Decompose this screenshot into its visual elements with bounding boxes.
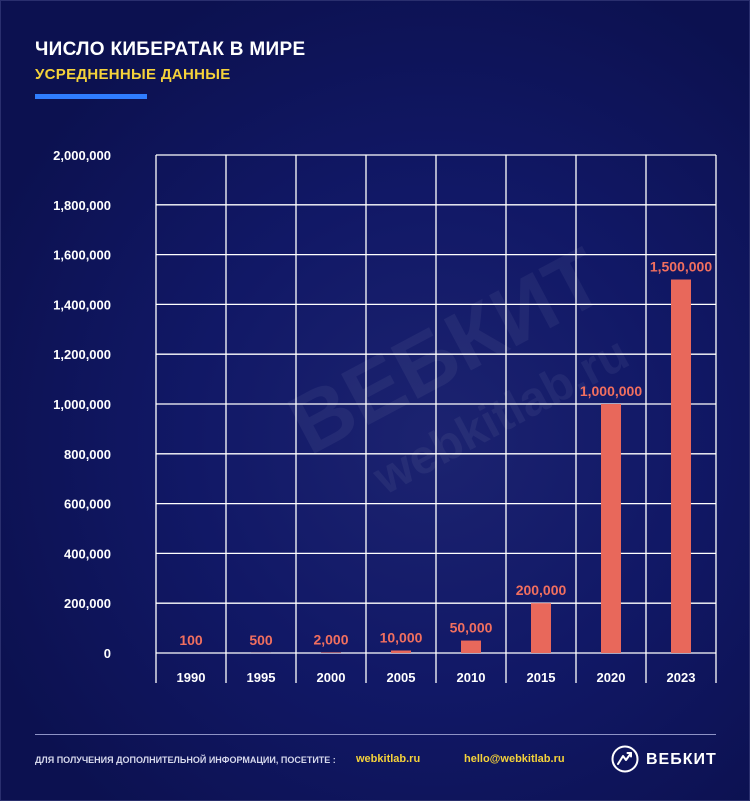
- bar: [391, 650, 411, 653]
- data-label: 50,000: [450, 620, 493, 636]
- y-tick-label: 1,000,000: [53, 397, 111, 412]
- bars: [181, 279, 691, 653]
- x-tick-label: 1995: [247, 670, 276, 685]
- webkit-logo-icon: [611, 745, 639, 773]
- x-tick-label: 1990: [177, 670, 206, 685]
- data-label: 100: [179, 632, 203, 648]
- y-tick-label: 1,200,000: [53, 347, 111, 362]
- y-axis-ticks: 0 200,000 400,000 600,000 800,000 1,000,000 1,…: [53, 148, 111, 661]
- bar: [461, 640, 481, 653]
- footer-email-link[interactable]: hello@webkitlab.ru: [464, 753, 565, 765]
- x-tick-label: 2015: [527, 670, 556, 685]
- y-tick-label: 200,000: [64, 596, 111, 611]
- data-label: 10,000: [380, 630, 423, 646]
- data-label: 200,000: [516, 582, 567, 598]
- data-labels: 100 500 2,000 10,000 50,000 200,000 1,000,000 1…: [179, 259, 712, 648]
- footer-info-text: ДЛЯ ПОЛУЧЕНИЯ ДОПОЛНИТЕЛЬНОЙ ИНФОРМАЦИИ,…: [35, 755, 336, 765]
- data-label: 1,000,000: [580, 383, 642, 399]
- x-tick-label: 2010: [457, 670, 486, 685]
- bar: [671, 279, 691, 653]
- bar-chart: ВЕБКИТ webkitlab.ru 0 200,000 400,000 600,0…: [53, 148, 717, 685]
- data-label: 500: [249, 632, 273, 648]
- accent-bar: [35, 94, 147, 99]
- y-tick-label: 1,800,000: [53, 198, 111, 213]
- x-axis-ticks: 1990 1995 2000 2005 2010 2015 2020 2023: [177, 670, 696, 685]
- y-tick-label: 800,000: [64, 447, 111, 462]
- x-tick-label: 2005: [387, 670, 416, 685]
- data-label: 2,000: [313, 632, 348, 648]
- y-tick-label: 1,400,000: [53, 297, 111, 312]
- y-tick-label: 2,000,000: [53, 148, 111, 163]
- y-tick-label: 0: [104, 646, 111, 661]
- grid: [155, 154, 717, 683]
- bar: [601, 404, 621, 653]
- x-tick-label: 2000: [317, 670, 346, 685]
- data-label: 1,500,000: [650, 259, 712, 275]
- footer-divider: [35, 734, 716, 735]
- y-tick-label: 1,600,000: [53, 248, 111, 263]
- bar: [531, 603, 551, 653]
- chart-subtitle: УСРЕДНЕННЫЕ ДАННЫЕ: [35, 66, 231, 83]
- y-tick-label: 600,000: [64, 497, 111, 512]
- y-tick-label: 400,000: [64, 546, 111, 561]
- x-tick-label: 2020: [597, 670, 626, 685]
- footer-brand: ВЕБКИТ: [646, 751, 717, 768]
- x-tick-label: 2023: [667, 670, 696, 685]
- watermark: ВЕБКИТ webkitlab.ru: [274, 229, 637, 505]
- chart-title: ЧИСЛО КИБЕРАТАК В МИРЕ: [35, 39, 306, 60]
- footer-website-link[interactable]: webkitlab.ru: [356, 753, 421, 765]
